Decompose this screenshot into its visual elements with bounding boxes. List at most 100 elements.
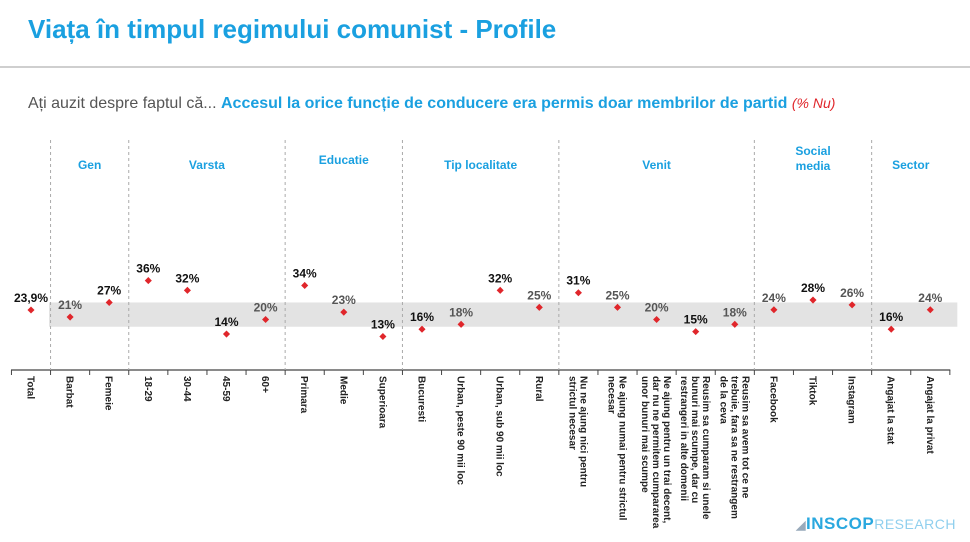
- data-point: [535, 303, 543, 311]
- data-point: [105, 298, 113, 307]
- category-label-line: Primara: [298, 376, 309, 414]
- question-highlight: Accesul la orice funcție de conducere er…: [221, 95, 788, 112]
- category-label: Angajat la stat: [885, 376, 896, 445]
- group-header: media: [796, 159, 831, 173]
- category-label-line: Reusim sa avem tot ce ne: [739, 376, 750, 499]
- category-label-line: 30-44: [181, 376, 192, 402]
- group-header: Venit: [642, 158, 671, 172]
- category-label-line: Barbat: [64, 376, 75, 408]
- category-label: Reusim sa cumparam si unelebunuri mai sc…: [678, 376, 711, 520]
- data-point: [222, 330, 231, 338]
- data-label: 18%: [723, 305, 747, 319]
- data-point: [144, 277, 152, 285]
- category-label-line: Reusim sa cumparam si unele: [700, 376, 711, 520]
- inscop-logo: ◢INSCOPRESEARCH: [796, 514, 956, 534]
- data-label: 18%: [449, 305, 473, 319]
- data-point: [457, 320, 465, 328]
- category-label: Instagram: [846, 376, 857, 424]
- category-label-line: Urban, sub 90 mii loc: [494, 376, 505, 477]
- category-label: Rural: [533, 376, 544, 402]
- category-label-line: Urban, peste 90 mii loc: [455, 376, 466, 485]
- category-label: Barbat: [64, 376, 75, 408]
- category-label-line: Bucuresti: [416, 376, 427, 422]
- category-label: Medie: [337, 376, 348, 405]
- category-label-line: Total: [25, 376, 36, 399]
- data-label: 16%: [879, 310, 903, 324]
- data-point: [301, 281, 309, 289]
- data-label: 32%: [488, 271, 512, 285]
- data-point: [262, 315, 270, 324]
- page-title: Viața în timpul regimului comunist - Pro…: [28, 14, 557, 44]
- data-point: [692, 328, 700, 336]
- data-label: 14%: [214, 315, 238, 329]
- category-label-line: Angajat la privat: [924, 376, 935, 454]
- category-label: 45-59: [220, 376, 231, 402]
- category-label-line: 45-59: [220, 376, 231, 402]
- category-label-line: necesar: [606, 376, 617, 414]
- data-label: 20%: [254, 300, 278, 314]
- category-label: 30-44: [181, 376, 192, 402]
- category-label-line: Medie: [337, 376, 348, 405]
- data-point: [27, 306, 35, 314]
- category-label: Urban, peste 90 mii loc: [455, 376, 466, 485]
- data-label: 36%: [136, 262, 160, 276]
- category-label-line: unor bunuri mai scumpe: [639, 376, 650, 493]
- category-label: Angajat la privat: [924, 376, 935, 454]
- group-header: Varsta: [189, 158, 225, 172]
- data-point: [379, 332, 387, 341]
- category-label: Reusim sa avem tot ce netrebuie, fara sa…: [717, 376, 750, 519]
- category-label: 18-29: [142, 376, 153, 402]
- question-text: Ați auzit despre faptul că... Accesul la…: [28, 95, 835, 113]
- bird-icon: ◢: [796, 518, 807, 532]
- data-point: [418, 325, 426, 333]
- category-label-line: bunuri mai scumpe, dar cu: [689, 376, 700, 503]
- group-header: Sector: [892, 158, 930, 172]
- category-label: Ne ajung pentru un trai decent,dar nu ne…: [639, 376, 672, 529]
- category-label-line: Superioara: [376, 376, 387, 429]
- category-label: Tiktok: [807, 376, 818, 406]
- data-label: 15%: [684, 313, 708, 327]
- category-label-line: dar nu ne permitem cumpararea: [650, 376, 661, 529]
- data-label: 27%: [97, 283, 121, 297]
- category-label-line: Tiktok: [807, 376, 818, 406]
- category-label-line: 18-29: [142, 376, 153, 402]
- data-label: 34%: [293, 266, 317, 280]
- data-point: [340, 308, 348, 316]
- category-label: Superioara: [376, 376, 387, 429]
- data-point: [926, 306, 934, 314]
- data-point: [613, 303, 622, 311]
- data-point: [653, 315, 661, 324]
- data-label: 23,9%: [14, 291, 48, 305]
- data-label: 28%: [801, 281, 825, 295]
- category-label: 60+: [259, 376, 270, 393]
- category-label: Femeie: [103, 376, 114, 411]
- data-point: [496, 286, 504, 294]
- category-label: Facebook: [767, 376, 778, 423]
- reference-band: [49, 302, 958, 327]
- question-prefix: Ați auzit despre faptul că...: [28, 95, 217, 112]
- category-label: Nu ne ajung nici pentrustrictul necesar: [566, 376, 588, 487]
- category-label-line: Ne ajung numai pentru strictul: [617, 376, 628, 521]
- question-suffix: (% Nu): [791, 95, 836, 111]
- category-label-line: Facebook: [767, 376, 778, 423]
- title-divider: [0, 66, 970, 68]
- category-label-line: Angajat la stat: [885, 376, 896, 445]
- category-label: Bucuresti: [416, 376, 427, 422]
- data-point: [887, 325, 895, 333]
- data-point: [183, 286, 191, 294]
- category-label: Total: [25, 376, 36, 399]
- category-label-line: restrangeri in alte domenii: [678, 376, 689, 501]
- data-point: [848, 301, 856, 309]
- data-label: 21%: [58, 298, 82, 312]
- category-label-line: de la ceva: [717, 376, 728, 424]
- category-label-line: trebuie, fara sa ne restrangem: [728, 376, 739, 519]
- data-label: 26%: [840, 286, 864, 300]
- data-point: [574, 289, 582, 297]
- data-label: 13%: [371, 317, 395, 331]
- data-label: 24%: [918, 291, 942, 305]
- category-label: Urban, sub 90 mii loc: [494, 376, 505, 477]
- category-label-line: strictul necesar: [566, 376, 577, 450]
- data-point: [809, 296, 817, 304]
- data-label: 23%: [332, 293, 356, 307]
